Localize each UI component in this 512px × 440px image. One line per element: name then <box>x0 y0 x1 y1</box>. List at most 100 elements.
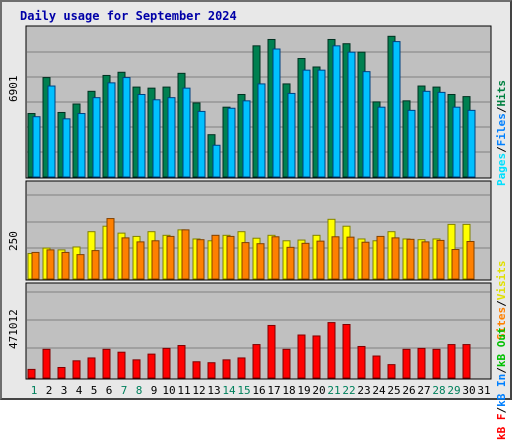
bar-sites-day-5 <box>92 251 99 279</box>
bar-kbf-day-26 <box>403 349 410 378</box>
bar-files-day-10 <box>168 98 175 177</box>
kbytes-ymax-text: 471012 <box>7 309 20 349</box>
bar-files-day-19 <box>303 70 310 177</box>
bar-files-day-23 <box>363 72 370 177</box>
bar-files-day-22 <box>348 52 355 177</box>
visits-ymax-label: 250 <box>8 181 22 251</box>
bar-sites-day-21 <box>332 237 339 279</box>
bar-kbf-day-19 <box>298 335 305 378</box>
bar-kbf-day-11 <box>178 346 185 378</box>
day-label-2: 2 <box>46 384 53 397</box>
bar-files-day-24 <box>378 107 385 177</box>
bar-kbf-day-15 <box>238 358 245 378</box>
legend-kbin: kB In <box>495 374 508 407</box>
bar-files-day-29 <box>453 107 460 177</box>
bar-sites-day-13 <box>212 235 219 279</box>
bar-sites-day-30 <box>467 242 474 279</box>
day-label-26: 26 <box>402 384 415 397</box>
bar-files-day-18 <box>288 93 295 177</box>
kbytes-ymax-label: 471012 <box>8 279 22 349</box>
bar-files-day-5 <box>93 98 100 177</box>
bar-kbf-day-23 <box>358 346 365 378</box>
bar-sites-day-10 <box>167 236 174 279</box>
bar-kbf-day-28 <box>433 349 440 378</box>
day-label-1: 1 <box>31 384 38 397</box>
day-label-3: 3 <box>61 384 68 397</box>
bar-kbf-day-20 <box>313 336 320 378</box>
bar-kbf-day-29 <box>448 345 455 378</box>
day-label-4: 4 <box>76 384 83 397</box>
day-label-21: 21 <box>327 384 340 397</box>
bar-files-day-9 <box>153 100 160 177</box>
visits-ymax-text: 250 <box>7 231 20 251</box>
bar-kbf-day-25 <box>388 365 395 378</box>
bar-kbf-day-14 <box>223 360 230 378</box>
bar-sites-day-27 <box>422 242 429 279</box>
bar-kbf-day-18 <box>283 349 290 378</box>
bar-kbf-day-3 <box>58 367 65 378</box>
bar-kbf-day-9 <box>148 354 155 378</box>
bar-kbf-day-17 <box>268 325 275 378</box>
bar-files-day-1 <box>33 117 40 177</box>
day-label-24: 24 <box>372 384 386 397</box>
bar-files-day-2 <box>48 86 55 177</box>
bar-sites-day-9 <box>152 241 159 279</box>
bar-sites-day-20 <box>317 241 324 279</box>
bar-kbf-day-8 <box>133 360 140 378</box>
day-label-28: 28 <box>432 384 445 397</box>
bar-files-day-15 <box>243 101 250 177</box>
bar-sites-day-29 <box>452 250 459 279</box>
day-label-9: 9 <box>151 384 158 397</box>
bar-kbf-day-24 <box>373 356 380 378</box>
bar-sites-day-25 <box>392 238 399 279</box>
bar-files-day-28 <box>438 92 445 177</box>
day-label-22: 22 <box>342 384 355 397</box>
day-label-8: 8 <box>136 384 143 397</box>
bar-sites-day-3 <box>62 252 69 279</box>
day-label-15: 15 <box>237 384 250 397</box>
bar-kbf-day-1 <box>28 369 35 378</box>
day-label-16: 16 <box>252 384 265 397</box>
hits-legend: Pages/Files/Hits <box>495 26 509 186</box>
hits-ymax-text: 6901 <box>7 76 20 103</box>
kbytes-legend: kB F/kB In/kB Out <box>495 280 509 440</box>
day-label-23: 23 <box>357 384 370 397</box>
bar-kbf-day-10 <box>163 348 170 378</box>
bar-files-day-12 <box>198 111 205 177</box>
bar-kbf-day-30 <box>463 345 470 378</box>
day-label-30: 30 <box>462 384 475 397</box>
bar-files-day-25 <box>393 42 400 177</box>
legend-sep: / <box>495 146 508 153</box>
bar-sites-day-11 <box>182 230 189 279</box>
bar-files-day-14 <box>228 108 235 177</box>
bar-sites-day-23 <box>362 242 369 279</box>
day-label-17: 17 <box>267 384 280 397</box>
bar-files-day-7 <box>123 78 130 177</box>
bar-files-day-16 <box>258 84 265 177</box>
day-label-20: 20 <box>312 384 325 397</box>
day-label-29: 29 <box>447 384 460 397</box>
bar-sites-day-4 <box>77 255 84 279</box>
day-label-14: 14 <box>222 384 236 397</box>
bar-files-day-21 <box>333 46 340 177</box>
bar-sites-day-2 <box>47 250 54 279</box>
bar-sites-day-15 <box>242 243 249 279</box>
bar-kbf-day-5 <box>88 358 95 378</box>
legend-kbout: kB Out <box>495 327 508 367</box>
bar-sites-day-14 <box>227 236 234 279</box>
bar-sites-day-24 <box>377 236 384 279</box>
bar-files-day-26 <box>408 110 415 177</box>
bar-kbf-day-16 <box>253 345 260 378</box>
bar-kbf-day-4 <box>73 361 80 378</box>
legend-sep: / <box>495 107 508 114</box>
bar-kbf-day-2 <box>43 349 50 378</box>
bar-files-day-20 <box>318 70 325 177</box>
bar-sites-day-22 <box>347 237 354 279</box>
day-label-13: 13 <box>207 384 220 397</box>
bar-sites-day-1 <box>32 252 39 279</box>
bar-kbf-day-6 <box>103 349 110 378</box>
bar-sites-day-19 <box>302 243 309 279</box>
day-label-18: 18 <box>282 384 295 397</box>
day-label-6: 6 <box>106 384 113 397</box>
legend-sep: / <box>495 367 508 374</box>
